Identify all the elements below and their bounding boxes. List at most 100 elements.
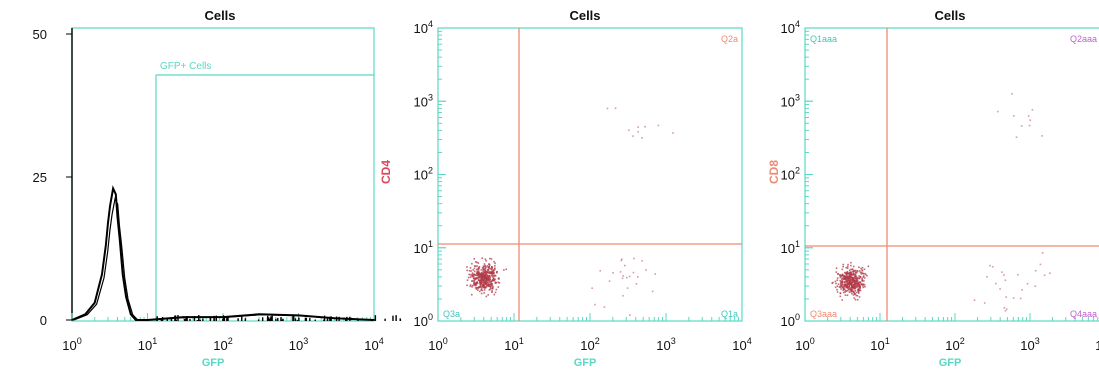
event-dot bbox=[1026, 282, 1029, 285]
event-dot bbox=[482, 273, 484, 276]
event-dot bbox=[489, 267, 491, 270]
event-dot bbox=[491, 267, 493, 269]
event-dot bbox=[844, 291, 846, 293]
x-axis-label: GFP bbox=[574, 357, 597, 369]
event-dot bbox=[843, 274, 846, 277]
event-dot bbox=[854, 275, 856, 278]
event-dot bbox=[484, 258, 487, 260]
event-dot bbox=[850, 264, 852, 267]
event-dot bbox=[854, 277, 857, 280]
event-dot bbox=[852, 278, 855, 281]
event-dot bbox=[845, 273, 848, 276]
event-dot bbox=[475, 282, 478, 285]
event-dot bbox=[850, 281, 852, 283]
event-dot bbox=[466, 279, 469, 281]
event-dot bbox=[846, 280, 848, 282]
event-dot bbox=[483, 285, 485, 288]
event-dot bbox=[489, 276, 492, 278]
event-dot bbox=[854, 285, 856, 288]
tick-label: 102 bbox=[213, 336, 232, 353]
event-dot bbox=[475, 281, 478, 284]
event-dot bbox=[503, 269, 505, 271]
tick-label: 103 bbox=[656, 336, 675, 353]
event-dot bbox=[853, 270, 856, 273]
event-dot bbox=[489, 257, 491, 260]
event-dot bbox=[629, 314, 631, 316]
event-dot bbox=[1043, 274, 1046, 277]
event-dot bbox=[834, 286, 837, 289]
event-dot bbox=[1029, 119, 1031, 121]
event-dot bbox=[855, 284, 858, 287]
event-dot bbox=[842, 288, 845, 291]
event-dot bbox=[469, 276, 472, 278]
event-dot bbox=[633, 257, 635, 260]
event-dot bbox=[480, 276, 483, 279]
event-dot bbox=[846, 274, 848, 277]
event-dot bbox=[483, 272, 485, 274]
event-dot bbox=[836, 291, 839, 293]
event-dot bbox=[845, 277, 847, 280]
event-dot bbox=[494, 291, 497, 294]
event-dot bbox=[851, 292, 853, 295]
event-dot bbox=[862, 276, 864, 279]
event-dot bbox=[835, 267, 838, 270]
tick-label: 101 bbox=[870, 336, 889, 353]
event-dot bbox=[1039, 263, 1042, 266]
event-dot bbox=[491, 270, 494, 273]
event-dot bbox=[850, 261, 852, 264]
event-dot bbox=[466, 269, 469, 272]
event-dot bbox=[484, 283, 487, 286]
event-dot bbox=[859, 289, 862, 292]
event-dot bbox=[478, 290, 481, 293]
event-dot bbox=[491, 291, 493, 294]
event-dot bbox=[843, 288, 846, 290]
event-dot bbox=[841, 299, 844, 301]
event-dot bbox=[651, 290, 654, 293]
event-dot bbox=[840, 282, 843, 284]
event-dot bbox=[591, 287, 593, 289]
event-dot bbox=[850, 284, 853, 286]
event-dot bbox=[493, 279, 496, 282]
event-dot bbox=[848, 283, 851, 286]
event-dot bbox=[852, 285, 854, 288]
event-dot bbox=[854, 298, 857, 301]
event-dot bbox=[856, 270, 859, 273]
event-dot bbox=[848, 275, 850, 278]
event-dot bbox=[488, 279, 491, 282]
event-dot bbox=[491, 287, 494, 290]
panel-title: Cells bbox=[934, 8, 965, 23]
event-dot bbox=[485, 260, 487, 262]
event-dot bbox=[484, 272, 487, 274]
event-dot bbox=[483, 265, 486, 268]
event-dot bbox=[845, 266, 848, 269]
tick-label: 102 bbox=[945, 336, 964, 353]
event-dot bbox=[484, 270, 487, 273]
event-dot bbox=[476, 261, 478, 264]
event-dot bbox=[492, 276, 494, 278]
event-dot bbox=[986, 276, 988, 278]
event-dot bbox=[497, 286, 500, 288]
event-dot bbox=[481, 276, 484, 278]
event-dot bbox=[475, 274, 477, 277]
event-dot bbox=[485, 266, 487, 268]
gfp-gate[interactable]: GFP+ Cells bbox=[155, 61, 374, 321]
event-dot bbox=[481, 272, 484, 275]
event-dot bbox=[839, 284, 842, 287]
event-dot bbox=[482, 279, 485, 282]
event-dot bbox=[494, 268, 496, 271]
event-dot bbox=[491, 270, 493, 272]
event-dot bbox=[473, 282, 475, 285]
tick-label: 100 bbox=[795, 336, 814, 353]
event-dot bbox=[853, 275, 856, 277]
event-dot bbox=[482, 270, 484, 272]
tick-label: 103 bbox=[414, 92, 433, 109]
event-dot bbox=[473, 279, 476, 282]
event-dot bbox=[846, 282, 849, 285]
event-dot bbox=[852, 274, 854, 276]
quadrant-q4-label: Q1a bbox=[721, 309, 738, 319]
tick-label: 103 bbox=[781, 92, 800, 109]
event-dot bbox=[483, 271, 485, 273]
event-dot bbox=[858, 270, 861, 272]
event-dot bbox=[852, 294, 855, 296]
event-dot bbox=[489, 271, 491, 273]
